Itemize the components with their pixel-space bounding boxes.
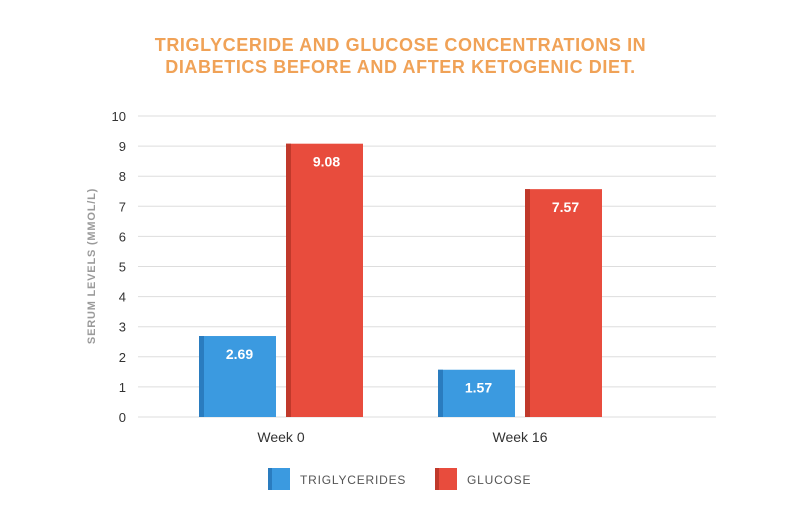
y-tick-label: 4 (119, 290, 126, 305)
legend-label-glucose: GLUCOSE (467, 473, 531, 487)
bar-edge-shade (199, 336, 204, 417)
x-category-label: Week 16 (493, 429, 548, 445)
legend-swatch-triglycerides (268, 468, 290, 490)
y-tick-label: 10 (112, 109, 126, 124)
legend-label-triglycerides: TRIGLYCERIDES (300, 473, 406, 487)
y-tick-label: 0 (119, 410, 126, 425)
y-tick-label: 2 (119, 350, 126, 365)
bar-triglycerides-week-0 (199, 336, 276, 417)
legend: TRIGLYCERIDES GLUCOSE (268, 468, 531, 490)
y-tick-label: 6 (119, 229, 126, 244)
y-tick-label: 5 (119, 260, 126, 275)
bar-triglycerides-week-16 (438, 369, 515, 417)
data-label: 1.57 (465, 380, 492, 396)
legend-swatch-glucose (435, 468, 457, 490)
legend-swatch-edge (435, 468, 439, 490)
bar-edge-shade (525, 189, 530, 417)
chart-title-line-1: TRIGLYCERIDE AND GLUCOSE CONCENTRATIONS … (154, 35, 647, 55)
bar-glucose-week-0 (286, 143, 363, 417)
data-label: 7.57 (552, 199, 579, 215)
y-tick-label: 8 (119, 169, 126, 184)
y-tick-label: 1 (119, 380, 126, 395)
x-category-label: Week 0 (257, 429, 304, 445)
x-axis-categories: Week 0 Week 16 (257, 429, 547, 445)
y-tick-label: 3 (119, 320, 126, 335)
y-axis-ticks: 0 1 2 3 4 5 6 7 8 9 10 (112, 109, 126, 425)
y-tick-label: 7 (119, 199, 126, 214)
data-label: 2.69 (226, 346, 253, 362)
y-axis-label: SERUM LEVELS (MMOL/L) (86, 188, 98, 344)
bar-glucose-week-16 (525, 189, 602, 417)
data-label: 9.08 (313, 154, 340, 170)
chart-title-line-2: DIABETICS BEFORE AND AFTER KETOGENIC DIE… (165, 57, 636, 77)
y-tick-label: 9 (119, 139, 126, 154)
bar-edge-shade (438, 369, 443, 417)
chart-title: TRIGLYCERIDE AND GLUCOSE CONCENTRATIONS … (0, 34, 801, 78)
legend-swatch-edge (268, 468, 272, 490)
bars: 2.69 9.08 1.57 7.57 (199, 143, 602, 417)
bar-edge-shade (286, 143, 291, 417)
